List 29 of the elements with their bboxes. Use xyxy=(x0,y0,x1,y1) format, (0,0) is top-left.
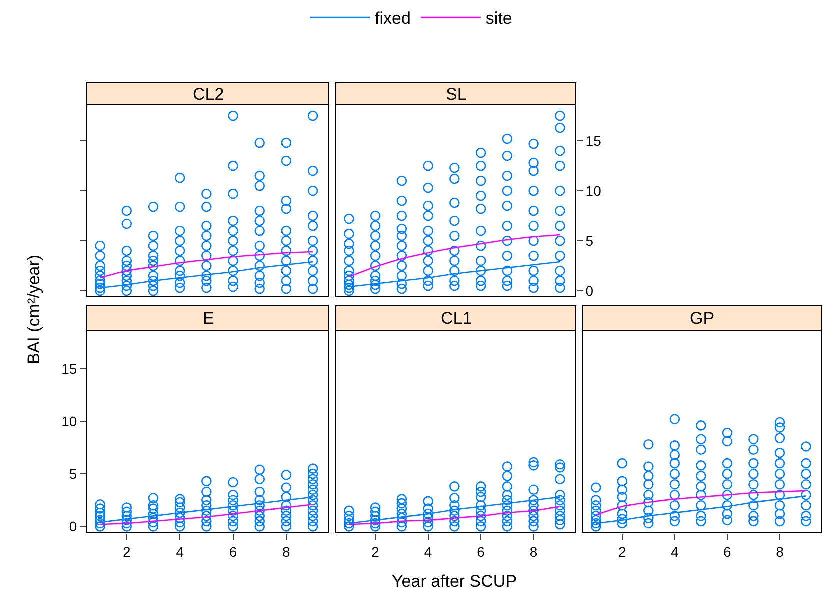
chart-title: CL2 xyxy=(193,85,224,104)
x-tick-label: 8 xyxy=(282,544,291,560)
y-tick-label: 15 xyxy=(586,132,602,149)
legend-label: fixed xyxy=(375,9,411,28)
y-tick-label: 15 xyxy=(62,360,78,377)
y-tick-label: 5 xyxy=(69,466,78,482)
x-tick-label: 6 xyxy=(724,544,732,560)
y-axis-title: BAI (cm²/year) xyxy=(24,254,44,364)
x-tick-label: 6 xyxy=(477,544,486,560)
x-tick-label: 8 xyxy=(530,544,538,560)
y-tick-label: 0 xyxy=(69,518,78,535)
y-tick-label: 10 xyxy=(586,182,602,199)
x-tick-label: 4 xyxy=(424,544,432,560)
x-tick-label: 2 xyxy=(122,544,131,560)
chart-title: SL xyxy=(446,85,467,104)
x-tick-label: 4 xyxy=(176,544,184,560)
x-axis-title: Year after SCUP xyxy=(392,572,518,591)
x-tick-label: 6 xyxy=(229,544,238,560)
y-tick-label: 0 xyxy=(586,282,594,299)
x-tick-label: 2 xyxy=(618,544,626,560)
x-tick-label: 2 xyxy=(372,544,380,560)
chart-title: CL1 xyxy=(441,309,472,328)
chart-title: GP xyxy=(690,309,715,328)
y-tick-label: 5 xyxy=(586,232,594,249)
y-tick-label: 10 xyxy=(62,413,78,430)
x-tick-label: 8 xyxy=(776,544,784,560)
chart-title: E xyxy=(203,309,214,328)
x-tick-label: 4 xyxy=(671,544,680,560)
legend-label: site xyxy=(486,9,512,28)
